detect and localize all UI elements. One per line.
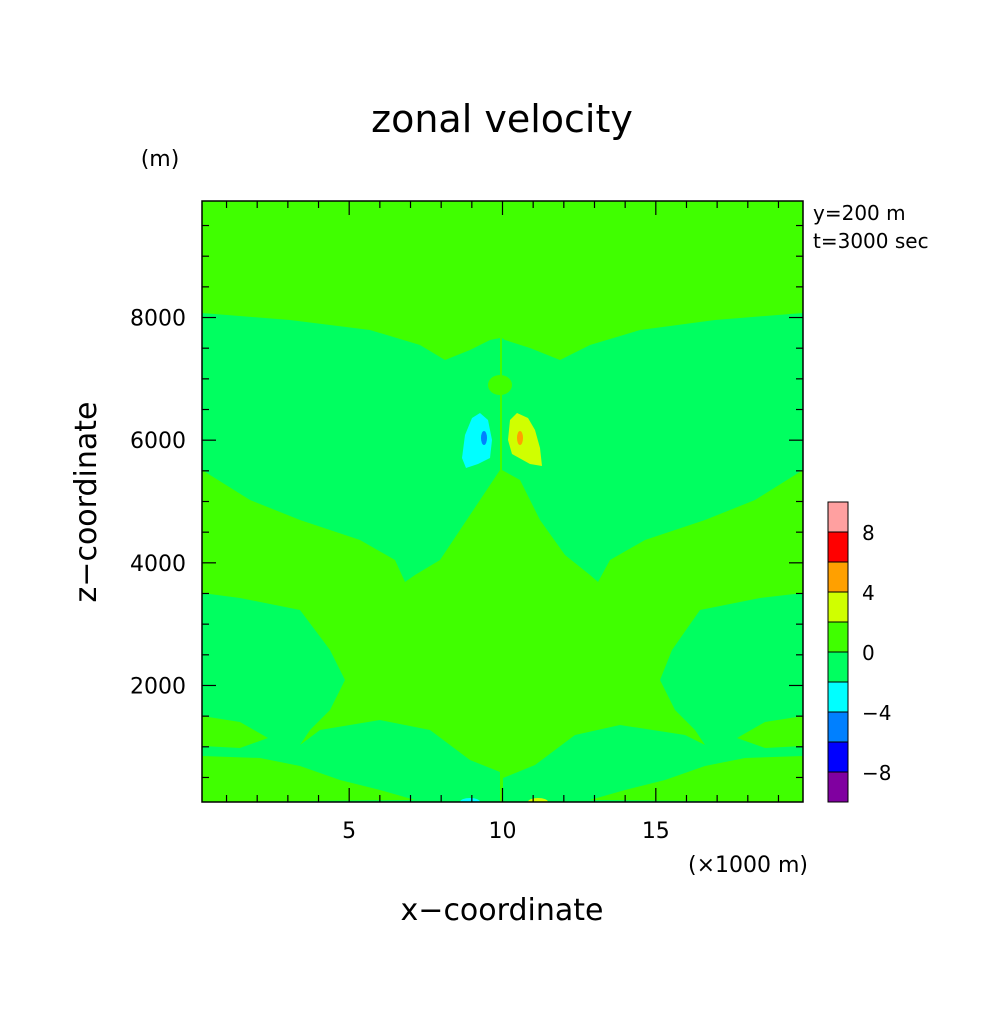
contour-field [202, 201, 803, 802]
field-cell-negative-outer [462, 413, 492, 468]
x-axis-label: x−coordinate [401, 893, 604, 928]
field-region-left-negative-lower [202, 593, 500, 802]
colorbar-swatch [827, 591, 849, 623]
colorbar-swatch [827, 741, 849, 773]
colorbar-swatch [827, 711, 849, 743]
field-strip-left [202, 756, 415, 802]
colorbar-swatch [827, 651, 849, 683]
y-tick-label: 4000 [130, 552, 186, 577]
colorbar-swatch [827, 771, 849, 803]
x-unit-label: (×1000 m) [688, 853, 808, 878]
y-tick-label: 8000 [130, 307, 186, 332]
x-tick-label: 5 [342, 819, 356, 844]
field-strip-right [590, 756, 803, 802]
chart-title: zonal velocity [371, 97, 633, 141]
field-cell-negative-core [481, 431, 487, 445]
x-tick-label: 15 [642, 819, 670, 844]
colorbar-tick-label: 4 [862, 581, 875, 605]
field-region-right-negative [502, 313, 803, 582]
annotation-t: t=3000 sec [813, 229, 929, 253]
y-tick-label: 2000 [130, 674, 186, 699]
field-cell-positive-core [517, 431, 523, 445]
field-small-positive-blob [488, 375, 512, 395]
colorbar-swatch [827, 621, 849, 653]
field-lens-left [202, 716, 268, 748]
tick-labels: 5 10 15 2000 4000 6000 8000 [130, 307, 670, 844]
field-region-left-negative [202, 313, 500, 582]
colorbar-tick-label: 0 [862, 641, 875, 665]
x-tick-label: 10 [489, 819, 517, 844]
y-unit-label: (m) [141, 147, 180, 172]
field-bottom-negative-blob [460, 798, 480, 802]
colorbar-tick-label: 8 [862, 521, 875, 545]
field-lens-right [737, 716, 803, 748]
colorbar-swatch [827, 681, 849, 713]
field-cell-positive-outer [508, 413, 542, 466]
axis-ticks [202, 201, 803, 802]
colorbar-swatch [827, 501, 849, 533]
colorbar-tick-label: −4 [862, 701, 891, 725]
annotation-y: y=200 m [813, 201, 906, 225]
colorbar: −8 −4 0 4 8 [827, 501, 891, 803]
colorbar-swatch [827, 531, 849, 563]
colorbar-swatch [827, 561, 849, 593]
y-tick-label: 6000 [130, 429, 186, 454]
colorbar-tick-label: −8 [862, 761, 891, 785]
y-axis-label: z−coordinate [69, 402, 104, 603]
field-region-right-negative-lower [503, 593, 803, 802]
